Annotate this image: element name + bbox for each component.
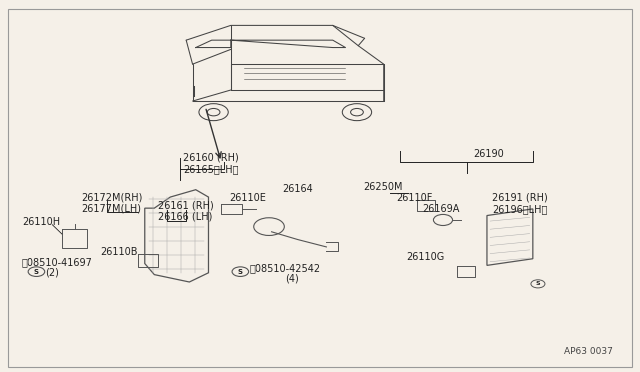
Text: 26110E: 26110E <box>230 193 266 203</box>
Text: 26164: 26164 <box>282 184 312 194</box>
Text: Ⓝ08510-42542: Ⓝ08510-42542 <box>250 263 321 273</box>
Text: S: S <box>34 269 39 275</box>
Text: 26110F: 26110F <box>396 193 433 203</box>
Text: 26250M: 26250M <box>364 182 403 192</box>
Text: AP63 0037: AP63 0037 <box>564 347 613 356</box>
Text: 26177M(LH): 26177M(LH) <box>81 204 141 214</box>
Text: 26169A: 26169A <box>422 205 460 215</box>
Text: 26172M(RH): 26172M(RH) <box>81 193 143 203</box>
Text: S: S <box>536 281 540 286</box>
Text: S: S <box>238 269 243 275</box>
Text: 26166 (LH): 26166 (LH) <box>157 211 212 221</box>
Text: 26160 (RH): 26160 (RH) <box>183 153 239 163</box>
Text: 26165〈LH〉: 26165〈LH〉 <box>183 164 239 174</box>
Text: (4): (4) <box>285 274 299 284</box>
Text: 26191 (RH): 26191 (RH) <box>492 193 548 203</box>
Text: 26161 (RH): 26161 (RH) <box>157 200 213 210</box>
Text: 26110B: 26110B <box>100 247 138 257</box>
Text: (2): (2) <box>45 268 59 278</box>
Text: 26110H: 26110H <box>22 217 60 227</box>
Text: 26196〈LH〉: 26196〈LH〉 <box>492 204 547 214</box>
Text: 26110G: 26110G <box>406 252 444 262</box>
Text: 26190: 26190 <box>473 149 504 159</box>
Text: Ⓝ08510-41697: Ⓝ08510-41697 <box>22 257 93 267</box>
